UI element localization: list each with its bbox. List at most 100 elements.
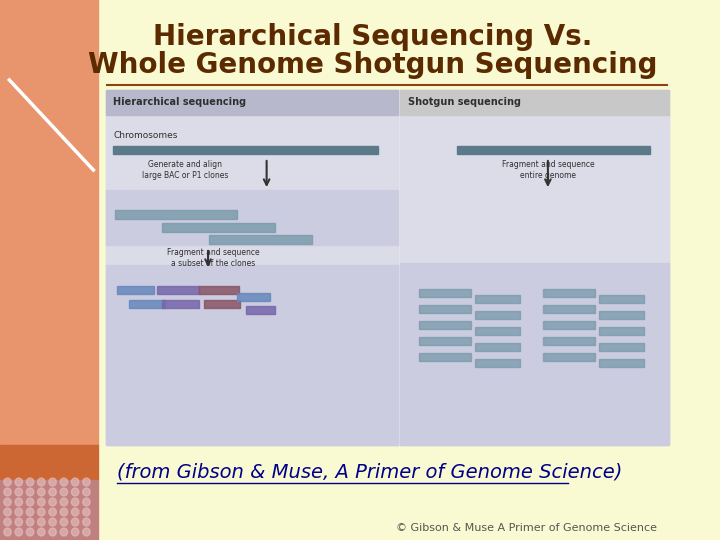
Bar [157,286,199,294]
Bar [456,146,650,154]
Circle shape [71,498,79,506]
Circle shape [27,498,34,506]
Bar [199,286,239,294]
Circle shape [83,508,90,516]
Bar [106,190,398,245]
Text: Hierarchical sequencing: Hierarchical sequencing [113,97,246,107]
Bar [543,336,595,345]
Bar [106,90,669,445]
Bar [162,223,274,232]
Bar [117,286,154,294]
Bar [599,359,644,367]
Circle shape [83,488,90,496]
Bar [475,327,521,334]
Circle shape [4,508,12,516]
Circle shape [27,518,34,526]
Circle shape [71,518,79,526]
Circle shape [4,528,12,536]
Bar [419,288,471,296]
Circle shape [71,478,79,486]
Bar [0,0,98,445]
Bar [419,305,471,313]
Bar [543,305,595,313]
Circle shape [15,478,22,486]
Text: Generate and align
large BAC or P1 clones: Generate and align large BAC or P1 clone… [143,160,228,180]
Bar [209,235,312,244]
Circle shape [60,508,68,516]
Circle shape [83,528,90,536]
Circle shape [49,498,56,506]
Bar [400,90,669,115]
Circle shape [37,498,45,506]
Circle shape [15,518,22,526]
Bar [543,321,595,328]
Text: Chromosomes: Chromosomes [113,131,177,139]
Circle shape [4,518,12,526]
Circle shape [49,528,56,536]
Bar [419,321,471,328]
Circle shape [15,528,22,536]
Circle shape [15,488,22,496]
Circle shape [60,488,68,496]
Bar [475,310,521,319]
Text: Shotgun sequencing: Shotgun sequencing [408,97,521,107]
Circle shape [83,518,90,526]
Circle shape [71,528,79,536]
Circle shape [60,528,68,536]
Bar [204,300,240,308]
Circle shape [71,508,79,516]
Text: Fragment and sequence
a subset of the clones: Fragment and sequence a subset of the cl… [167,248,260,268]
Circle shape [60,518,68,526]
Bar [246,306,274,314]
Bar [0,445,98,480]
Bar [543,353,595,361]
Circle shape [60,498,68,506]
Circle shape [15,498,22,506]
Bar [0,480,98,540]
Bar [106,90,398,445]
Circle shape [37,488,45,496]
Text: Whole Genome Shotgun Sequencing: Whole Genome Shotgun Sequencing [89,51,658,79]
Bar [162,300,199,308]
Circle shape [4,498,12,506]
Bar [475,342,521,350]
Circle shape [37,478,45,486]
Circle shape [71,488,79,496]
Circle shape [27,508,34,516]
Circle shape [49,508,56,516]
Circle shape [4,478,12,486]
Bar [113,146,378,154]
Bar [599,342,644,350]
Circle shape [37,508,45,516]
Circle shape [15,508,22,516]
Circle shape [27,528,34,536]
Circle shape [60,478,68,486]
Circle shape [37,528,45,536]
Bar [419,353,471,361]
Circle shape [37,518,45,526]
Circle shape [27,478,34,486]
Bar [599,327,644,334]
Circle shape [49,518,56,526]
Circle shape [27,488,34,496]
Bar [543,288,595,296]
Bar [475,294,521,302]
Text: Hierarchical Sequencing Vs.: Hierarchical Sequencing Vs. [153,23,593,51]
Bar [475,359,521,367]
Circle shape [49,488,56,496]
Circle shape [49,478,56,486]
Bar [115,210,237,219]
Bar [237,293,270,301]
Bar [106,265,398,445]
Bar [129,300,165,308]
Bar [400,90,669,445]
Text: (from Gibson & Muse, A Primer of Genome Science): (from Gibson & Muse, A Primer of Genome … [117,462,622,482]
Bar [400,262,669,445]
Text: © Gibson & Muse A Primer of Genome Science: © Gibson & Muse A Primer of Genome Scien… [397,523,657,533]
Circle shape [4,488,12,496]
Bar [599,310,644,319]
Circle shape [83,498,90,506]
Bar [419,336,471,345]
Bar [106,90,398,115]
Circle shape [83,478,90,486]
